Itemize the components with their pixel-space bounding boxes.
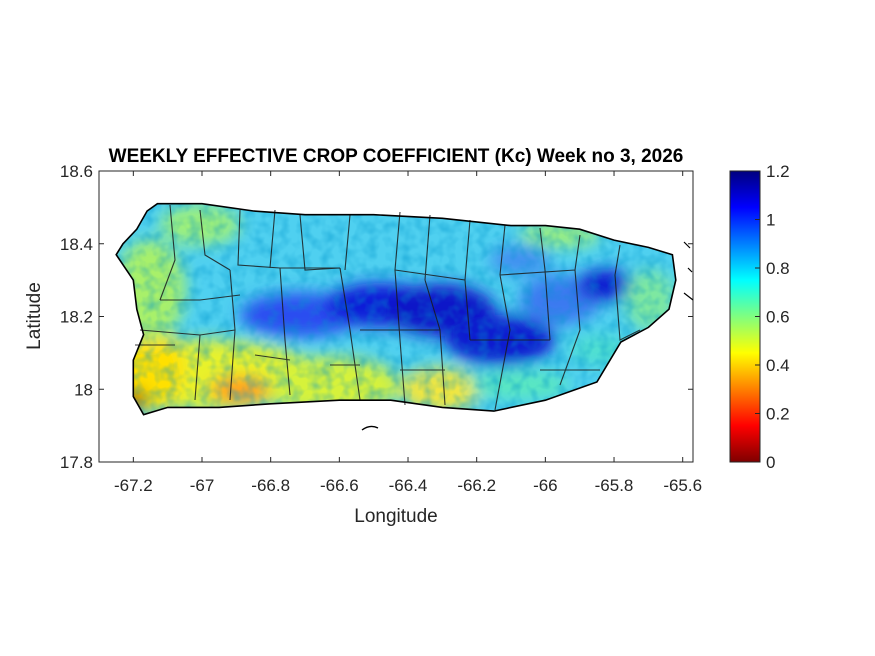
colorbar-tick-label: 1.2: [766, 162, 790, 181]
y-tick-label: 18.6: [60, 162, 93, 181]
y-tick-label: 18.4: [60, 235, 93, 254]
x-tick-label: -66.6: [320, 476, 359, 495]
x-tick-label: -66.4: [389, 476, 428, 495]
x-tick-label: -66.8: [251, 476, 290, 495]
x-axis: -67.2 -67 -66.8 -66.6 -66.4 -66.2 -66 -65.8 -65.…: [114, 171, 702, 495]
y-axis-label: Latitude: [24, 282, 45, 350]
x-tick-label: -67: [190, 476, 215, 495]
caja-de-muerto-island: [361, 425, 379, 431]
map-title: WEEKLY EFFECTIVE CROP COEFFICIENT (Kc) W…: [109, 146, 684, 167]
y-tick-label: 18.2: [60, 308, 93, 327]
x-tick-label: -66: [533, 476, 558, 495]
municipality-boundaries: [135, 204, 641, 411]
x-tick-label: -65.6: [663, 476, 702, 495]
colorbar-tick-label: 0: [766, 453, 775, 472]
x-tick-label: -67.2: [114, 476, 153, 495]
colorbar-ticks: 1.2 1 0.8 0.6 0.4 0.2 0: [755, 162, 790, 472]
colorbar-tick-label: 0.6: [766, 308, 790, 327]
colorbar-tick-label: 1: [766, 211, 775, 230]
x-tick-label: -66.2: [457, 476, 496, 495]
colorbar-tick-label: 0.8: [766, 259, 790, 278]
y-axis: 18.6 18.4 18.2 18 17.8: [60, 162, 693, 472]
colorbar-tick-label: 0.4: [766, 356, 790, 375]
x-axis-label: Longitude: [354, 506, 437, 527]
east-islets: [683, 241, 694, 301]
island-coastline: [115, 202, 677, 416]
y-tick-label: 18: [74, 380, 93, 399]
colorbar-tick-label: 0.2: [766, 405, 790, 424]
x-tick-label: -65.8: [595, 476, 634, 495]
y-tick-label: 17.8: [60, 453, 93, 472]
kc-heatmap: [116, 203, 676, 415]
